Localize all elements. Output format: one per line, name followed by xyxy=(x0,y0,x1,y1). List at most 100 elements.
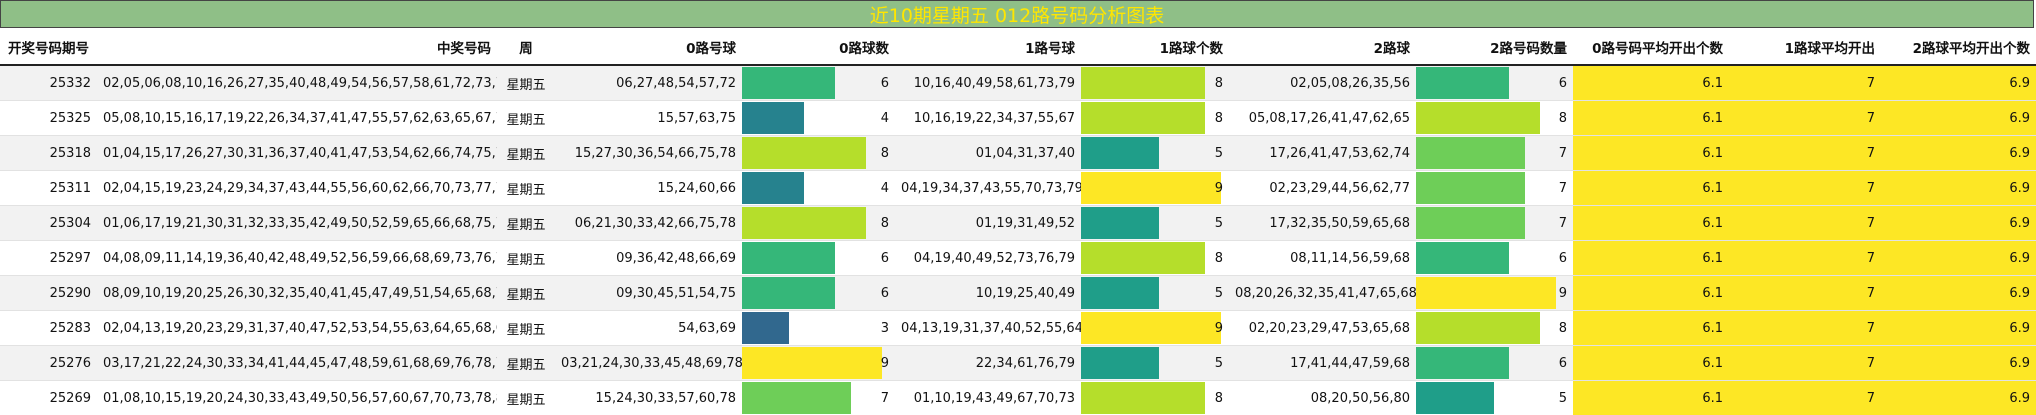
table-row[interactable]: 25290 08,09,10,19,20,25,26,30,32,35,40,4… xyxy=(0,276,2036,311)
road2-cell[interactable]: 08,20,50,56,80 xyxy=(1229,381,1416,415)
road1-count-cell[interactable]: 5 xyxy=(1081,136,1229,171)
road2-count-cell[interactable]: 6 xyxy=(1416,65,1573,101)
numbers-cell[interactable]: 08,09,10,19,20,25,26,30,32,35,40,41,45,4… xyxy=(97,276,497,311)
numbers-cell[interactable]: 01,06,17,19,21,30,31,32,33,35,42,49,50,5… xyxy=(97,206,497,241)
header-weekday[interactable]: 周 xyxy=(497,30,555,65)
road1-cell[interactable]: 04,19,40,49,52,73,76,79 xyxy=(895,241,1081,276)
issue-cell[interactable]: 25283 xyxy=(0,311,97,346)
weekday-cell[interactable]: 星期五 xyxy=(497,346,555,381)
avg1-cell[interactable]: 7 xyxy=(1729,311,1881,346)
avg1-cell[interactable]: 7 xyxy=(1729,346,1881,381)
avg2-cell[interactable]: 6.9 xyxy=(1881,65,2036,101)
road2-cell[interactable]: 08,20,26,32,35,41,47,65,68 xyxy=(1229,276,1416,311)
road1-count-cell[interactable]: 9 xyxy=(1081,171,1229,206)
numbers-cell[interactable]: 01,08,10,15,19,20,24,30,33,43,49,50,56,5… xyxy=(97,381,497,415)
header-road2-count[interactable]: 2路号码数量 xyxy=(1416,30,1573,65)
road0-cell[interactable]: 15,27,30,36,54,66,75,78 xyxy=(555,136,742,171)
issue-cell[interactable]: 25290 xyxy=(0,276,97,311)
header-road0-count[interactable]: 0路球数 xyxy=(742,30,895,65)
avg1-cell[interactable]: 7 xyxy=(1729,65,1881,101)
weekday-cell[interactable]: 星期五 xyxy=(497,206,555,241)
road1-cell[interactable]: 10,19,25,40,49 xyxy=(895,276,1081,311)
road2-cell[interactable]: 02,05,08,26,35,56 xyxy=(1229,65,1416,101)
road2-count-cell[interactable]: 7 xyxy=(1416,136,1573,171)
issue-cell[interactable]: 25297 xyxy=(0,241,97,276)
avg0-cell[interactable]: 6.1 xyxy=(1573,311,1729,346)
road0-count-cell[interactable]: 8 xyxy=(742,136,895,171)
road2-count-cell[interactable]: 7 xyxy=(1416,171,1573,206)
road0-count-cell[interactable]: 6 xyxy=(742,241,895,276)
avg0-cell[interactable]: 6.1 xyxy=(1573,276,1729,311)
weekday-cell[interactable]: 星期五 xyxy=(497,136,555,171)
avg2-cell[interactable]: 6.9 xyxy=(1881,311,2036,346)
avg2-cell[interactable]: 6.9 xyxy=(1881,381,2036,415)
issue-cell[interactable]: 25276 xyxy=(0,346,97,381)
issue-cell[interactable]: 25311 xyxy=(0,171,97,206)
road2-cell[interactable]: 08,11,14,56,59,68 xyxy=(1229,241,1416,276)
road1-count-cell[interactable]: 5 xyxy=(1081,276,1229,311)
header-avg1[interactable]: 1路球平均开出 xyxy=(1729,30,1881,65)
table-row[interactable]: 25269 01,08,10,15,19,20,24,30,33,43,49,5… xyxy=(0,381,2036,415)
road0-cell[interactable]: 54,63,69 xyxy=(555,311,742,346)
road0-count-cell[interactable]: 8 xyxy=(742,206,895,241)
road1-cell[interactable]: 10,16,19,22,34,37,55,67 xyxy=(895,101,1081,136)
table-row[interactable]: 25332 02,05,06,08,10,16,26,27,35,40,48,4… xyxy=(0,65,2036,101)
weekday-cell[interactable]: 星期五 xyxy=(497,381,555,415)
avg0-cell[interactable]: 6.1 xyxy=(1573,171,1729,206)
numbers-cell[interactable]: 01,04,15,17,26,27,30,31,36,37,40,41,47,5… xyxy=(97,136,497,171)
road1-count-cell[interactable]: 8 xyxy=(1081,241,1229,276)
road2-count-cell[interactable]: 8 xyxy=(1416,101,1573,136)
weekday-cell[interactable]: 星期五 xyxy=(497,171,555,206)
road1-count-cell[interactable]: 8 xyxy=(1081,101,1229,136)
road0-cell[interactable]: 09,30,45,51,54,75 xyxy=(555,276,742,311)
road2-cell[interactable]: 17,26,41,47,53,62,74 xyxy=(1229,136,1416,171)
avg2-cell[interactable]: 6.9 xyxy=(1881,276,2036,311)
avg2-cell[interactable]: 6.9 xyxy=(1881,241,2036,276)
road0-count-cell[interactable]: 9 xyxy=(742,346,895,381)
avg2-cell[interactable]: 6.9 xyxy=(1881,101,2036,136)
road0-cell[interactable]: 15,57,63,75 xyxy=(555,101,742,136)
road2-cell[interactable]: 17,41,44,47,59,68 xyxy=(1229,346,1416,381)
avg0-cell[interactable]: 6.1 xyxy=(1573,241,1729,276)
table-row[interactable]: 25304 01,06,17,19,21,30,31,32,33,35,42,4… xyxy=(0,206,2036,241)
road0-count-cell[interactable]: 7 xyxy=(742,381,895,415)
issue-cell[interactable]: 25304 xyxy=(0,206,97,241)
avg2-cell[interactable]: 6.9 xyxy=(1881,346,2036,381)
road1-count-cell[interactable]: 5 xyxy=(1081,206,1229,241)
table-row[interactable]: 25325 05,08,10,15,16,17,19,22,26,34,37,4… xyxy=(0,101,2036,136)
numbers-cell[interactable]: 04,08,09,11,14,19,36,40,42,48,49,52,56,5… xyxy=(97,241,497,276)
road1-cell[interactable]: 01,10,19,43,49,67,70,73 xyxy=(895,381,1081,415)
road1-cell[interactable]: 01,04,31,37,40 xyxy=(895,136,1081,171)
header-road1-count[interactable]: 1路球个数 xyxy=(1081,30,1229,65)
road1-count-cell[interactable]: 5 xyxy=(1081,346,1229,381)
issue-cell[interactable]: 25332 xyxy=(0,65,97,101)
road0-count-cell[interactable]: 6 xyxy=(742,276,895,311)
table-row[interactable]: 25311 02,04,15,19,23,24,29,34,37,43,44,5… xyxy=(0,171,2036,206)
numbers-cell[interactable]: 02,05,06,08,10,16,26,27,35,40,48,49,54,5… xyxy=(97,65,497,101)
avg0-cell[interactable]: 6.1 xyxy=(1573,346,1729,381)
road2-cell[interactable]: 02,20,23,29,47,53,65,68 xyxy=(1229,311,1416,346)
avg2-cell[interactable]: 6.9 xyxy=(1881,171,2036,206)
issue-cell[interactable]: 25269 xyxy=(0,381,97,415)
road1-cell[interactable]: 04,13,19,31,37,40,52,55,64 xyxy=(895,311,1081,346)
road1-cell[interactable]: 10,16,40,49,58,61,73,79 xyxy=(895,65,1081,101)
header-road1[interactable]: 1路号球 xyxy=(895,30,1081,65)
weekday-cell[interactable]: 星期五 xyxy=(497,311,555,346)
weekday-cell[interactable]: 星期五 xyxy=(497,101,555,136)
issue-cell[interactable]: 25318 xyxy=(0,136,97,171)
road1-count-cell[interactable]: 8 xyxy=(1081,65,1229,101)
header-road0[interactable]: 0路号球 xyxy=(555,30,742,65)
avg0-cell[interactable]: 6.1 xyxy=(1573,65,1729,101)
road0-cell[interactable]: 06,21,30,33,42,66,75,78 xyxy=(555,206,742,241)
road0-count-cell[interactable]: 6 xyxy=(742,65,895,101)
road2-count-cell[interactable]: 9 xyxy=(1416,276,1573,311)
road2-count-cell[interactable]: 8 xyxy=(1416,311,1573,346)
avg1-cell[interactable]: 7 xyxy=(1729,171,1881,206)
table-row[interactable]: 25283 02,04,13,19,20,23,29,31,37,40,47,5… xyxy=(0,311,2036,346)
avg1-cell[interactable]: 7 xyxy=(1729,136,1881,171)
header-road2[interactable]: 2路球 xyxy=(1229,30,1416,65)
road1-cell[interactable]: 22,34,61,76,79 xyxy=(895,346,1081,381)
issue-cell[interactable]: 25325 xyxy=(0,101,97,136)
numbers-cell[interactable]: 02,04,13,19,20,23,29,31,37,40,47,52,53,5… xyxy=(97,311,497,346)
road2-cell[interactable]: 17,32,35,50,59,65,68 xyxy=(1229,206,1416,241)
